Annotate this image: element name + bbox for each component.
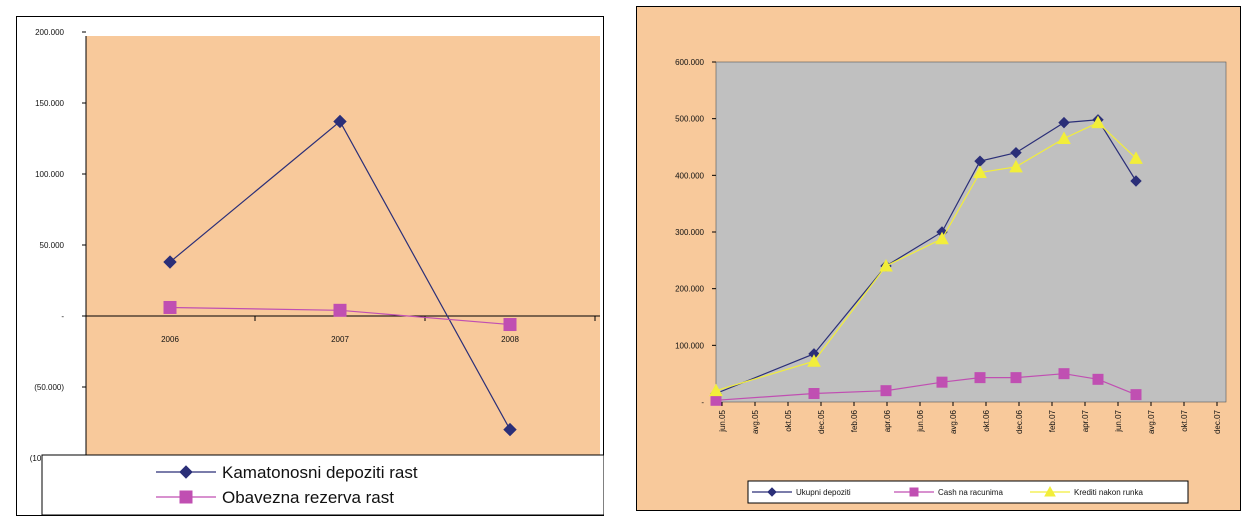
left-y-tick-label: 50.000	[40, 241, 65, 250]
right-data-point	[1129, 151, 1143, 164]
right-legend-marker	[767, 487, 777, 497]
right-y-tick-label: 200.000	[675, 285, 704, 294]
right-legend-label: Krediti nakon runka	[1074, 488, 1143, 497]
left-legend-label: Obavezna rezerva rast	[222, 488, 394, 507]
left-legend-box	[41, 454, 604, 516]
right-legend-label: Ukupni depoziti	[796, 488, 851, 497]
right-x-tick-label: feb.07	[1048, 409, 1057, 432]
left-data-point	[503, 422, 517, 437]
right-y-tick-label: 400.000	[675, 171, 704, 180]
right-x-tick-label: okt.06	[982, 409, 991, 431]
right-data-point	[974, 372, 986, 384]
right-data-point	[1058, 116, 1070, 129]
right-y-tick-label: 300.000	[675, 228, 704, 237]
right-x-tick-label: avg.05	[751, 409, 760, 434]
right-x-tick-label: jun.07	[1114, 409, 1123, 432]
right-data-point	[1130, 389, 1142, 401]
left-data-point	[333, 303, 347, 317]
right-x-tick-label: jun.06	[916, 409, 925, 432]
left-chart: 200.000150.000100.00050.000-(50.000)(100…	[16, 16, 604, 516]
right-data-point	[935, 231, 949, 245]
right-legend-marker	[909, 487, 919, 497]
left-x-tick-label: 2006	[161, 335, 179, 344]
right-data-point	[936, 376, 948, 388]
right-data-point	[807, 354, 821, 367]
right-data-point	[1058, 368, 1070, 380]
left-legend-label: Kamatonosni depoziti rast	[222, 463, 418, 482]
right-x-tick-label: avg.07	[1147, 409, 1156, 434]
left-legend-marker	[179, 465, 193, 479]
right-x-tick-label: dec.07	[1213, 409, 1222, 434]
right-data-point	[1009, 159, 1023, 173]
left-y-tick-label: -	[61, 312, 64, 321]
left-legend-marker	[179, 490, 193, 504]
left-x-tick-label: 2008	[501, 335, 519, 344]
right-legend-label: Cash na racunima	[938, 488, 1003, 497]
right-data-point	[880, 385, 892, 397]
right-data-point	[973, 165, 987, 178]
left-data-point	[333, 114, 347, 129]
right-x-tick-label: jun.05	[718, 409, 727, 432]
right-data-point	[808, 388, 820, 399]
right-x-tick-label: okt.07	[1180, 409, 1189, 431]
left-chart-panel: 200.000150.000100.00050.000-(50.000)(100…	[16, 16, 604, 516]
right-x-tick-label: feb.06	[850, 409, 859, 432]
right-chart-panel: 600.000 500.000 400.000 300.000 200.000 100.0…	[636, 6, 1241, 511]
right-data-point	[1130, 175, 1142, 187]
right-plot-area	[715, 61, 1227, 403]
right-data-point	[879, 258, 893, 272]
left-y-tick-label: (50.000)	[34, 383, 64, 392]
right-data-point	[1091, 115, 1105, 129]
right-x-tick-label: okt.05	[784, 409, 793, 431]
right-x-tick-label: avg.06	[949, 409, 958, 434]
right-data-point	[1010, 146, 1022, 159]
left-data-point	[163, 300, 177, 314]
right-data-point	[709, 383, 723, 397]
right-legend-marker	[1044, 485, 1056, 497]
right-legend: Ukupni depoziti Cash na racunima Krediti n…	[747, 480, 1189, 504]
left-data-point	[503, 318, 517, 332]
left-y-tick-label: 150.000	[35, 99, 64, 108]
left-y-tick-label: 100.000	[35, 170, 64, 179]
right-x-tick-label: apr.07	[1081, 409, 1090, 432]
left-data-point	[163, 255, 177, 269]
left-x-tick-label: 2007	[331, 335, 349, 344]
right-data-point	[1010, 372, 1022, 384]
left-legend: Kamatonosni depoziti rast Obavezna rezerv…	[41, 454, 604, 516]
right-x-tick-label: apr.06	[883, 409, 892, 432]
right-legend-box	[747, 480, 1189, 504]
right-chart: 600.000 500.000 400.000 300.000 200.000 100.0…	[636, 6, 1241, 511]
left-y-tick-label: 200.000	[35, 28, 64, 37]
right-data-point	[1057, 131, 1071, 144]
right-data-point	[710, 394, 722, 406]
right-y-tick-label: 500.000	[675, 115, 704, 124]
right-y-tick-label: -	[701, 398, 704, 407]
right-y-tick-label: 600.000	[675, 58, 704, 67]
right-y-tick-label: 100.000	[675, 341, 704, 350]
right-x-tick-label: dec.05	[817, 409, 826, 434]
right-x-tick-label: dec.06	[1015, 409, 1024, 434]
left-plot-area	[86, 36, 600, 456]
right-data-point	[1092, 373, 1104, 385]
